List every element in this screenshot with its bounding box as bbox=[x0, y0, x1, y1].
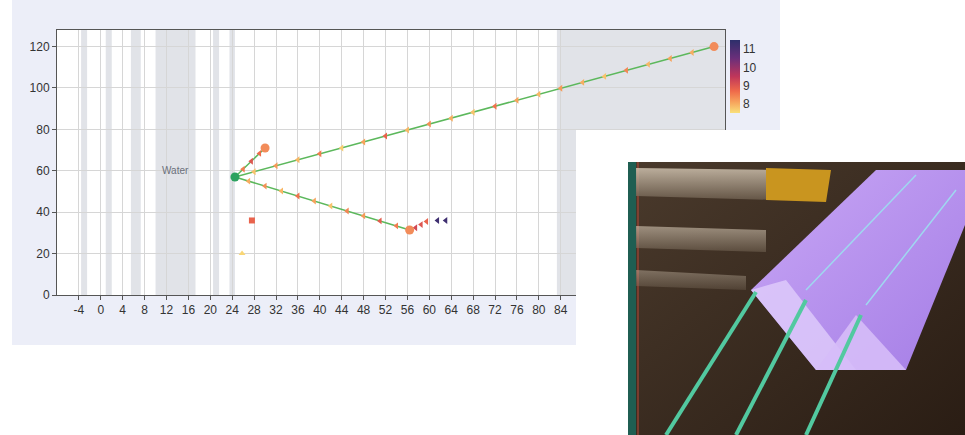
svg-text:68: 68 bbox=[466, 303, 480, 317]
svg-text:64: 64 bbox=[445, 303, 459, 317]
svg-text:10: 10 bbox=[743, 61, 757, 75]
svg-text:36: 36 bbox=[291, 303, 305, 317]
svg-text:100: 100 bbox=[30, 81, 50, 95]
svg-text:-4: -4 bbox=[74, 303, 85, 317]
svg-text:11: 11 bbox=[743, 42, 756, 56]
svg-text:0: 0 bbox=[97, 303, 104, 317]
svg-text:28: 28 bbox=[247, 303, 261, 317]
svg-text:52: 52 bbox=[379, 303, 393, 317]
svg-text:44: 44 bbox=[335, 303, 349, 317]
svg-text:72: 72 bbox=[488, 303, 502, 317]
svg-text:40: 40 bbox=[36, 205, 50, 219]
svg-text:0: 0 bbox=[43, 288, 50, 302]
svg-text:16: 16 bbox=[182, 303, 196, 317]
svg-text:32: 32 bbox=[269, 303, 283, 317]
svg-text:120: 120 bbox=[30, 40, 50, 54]
svg-text:80: 80 bbox=[36, 123, 50, 137]
svg-text:8: 8 bbox=[743, 97, 750, 111]
svg-text:80: 80 bbox=[532, 303, 546, 317]
svg-text:20: 20 bbox=[204, 303, 218, 317]
svg-text:4: 4 bbox=[119, 303, 126, 317]
svg-text:76: 76 bbox=[510, 303, 524, 317]
svg-text:56: 56 bbox=[401, 303, 415, 317]
svg-text:Water: Water bbox=[162, 165, 189, 176]
svg-text:48: 48 bbox=[357, 303, 371, 317]
svg-text:8: 8 bbox=[141, 303, 148, 317]
svg-text:84: 84 bbox=[554, 303, 568, 317]
svg-text:20: 20 bbox=[36, 247, 50, 261]
svg-text:12: 12 bbox=[160, 303, 174, 317]
svg-text:40: 40 bbox=[313, 303, 327, 317]
svg-text:60: 60 bbox=[36, 164, 50, 178]
svg-text:24: 24 bbox=[226, 303, 240, 317]
svg-text:9: 9 bbox=[743, 79, 750, 93]
svg-text:60: 60 bbox=[423, 303, 437, 317]
